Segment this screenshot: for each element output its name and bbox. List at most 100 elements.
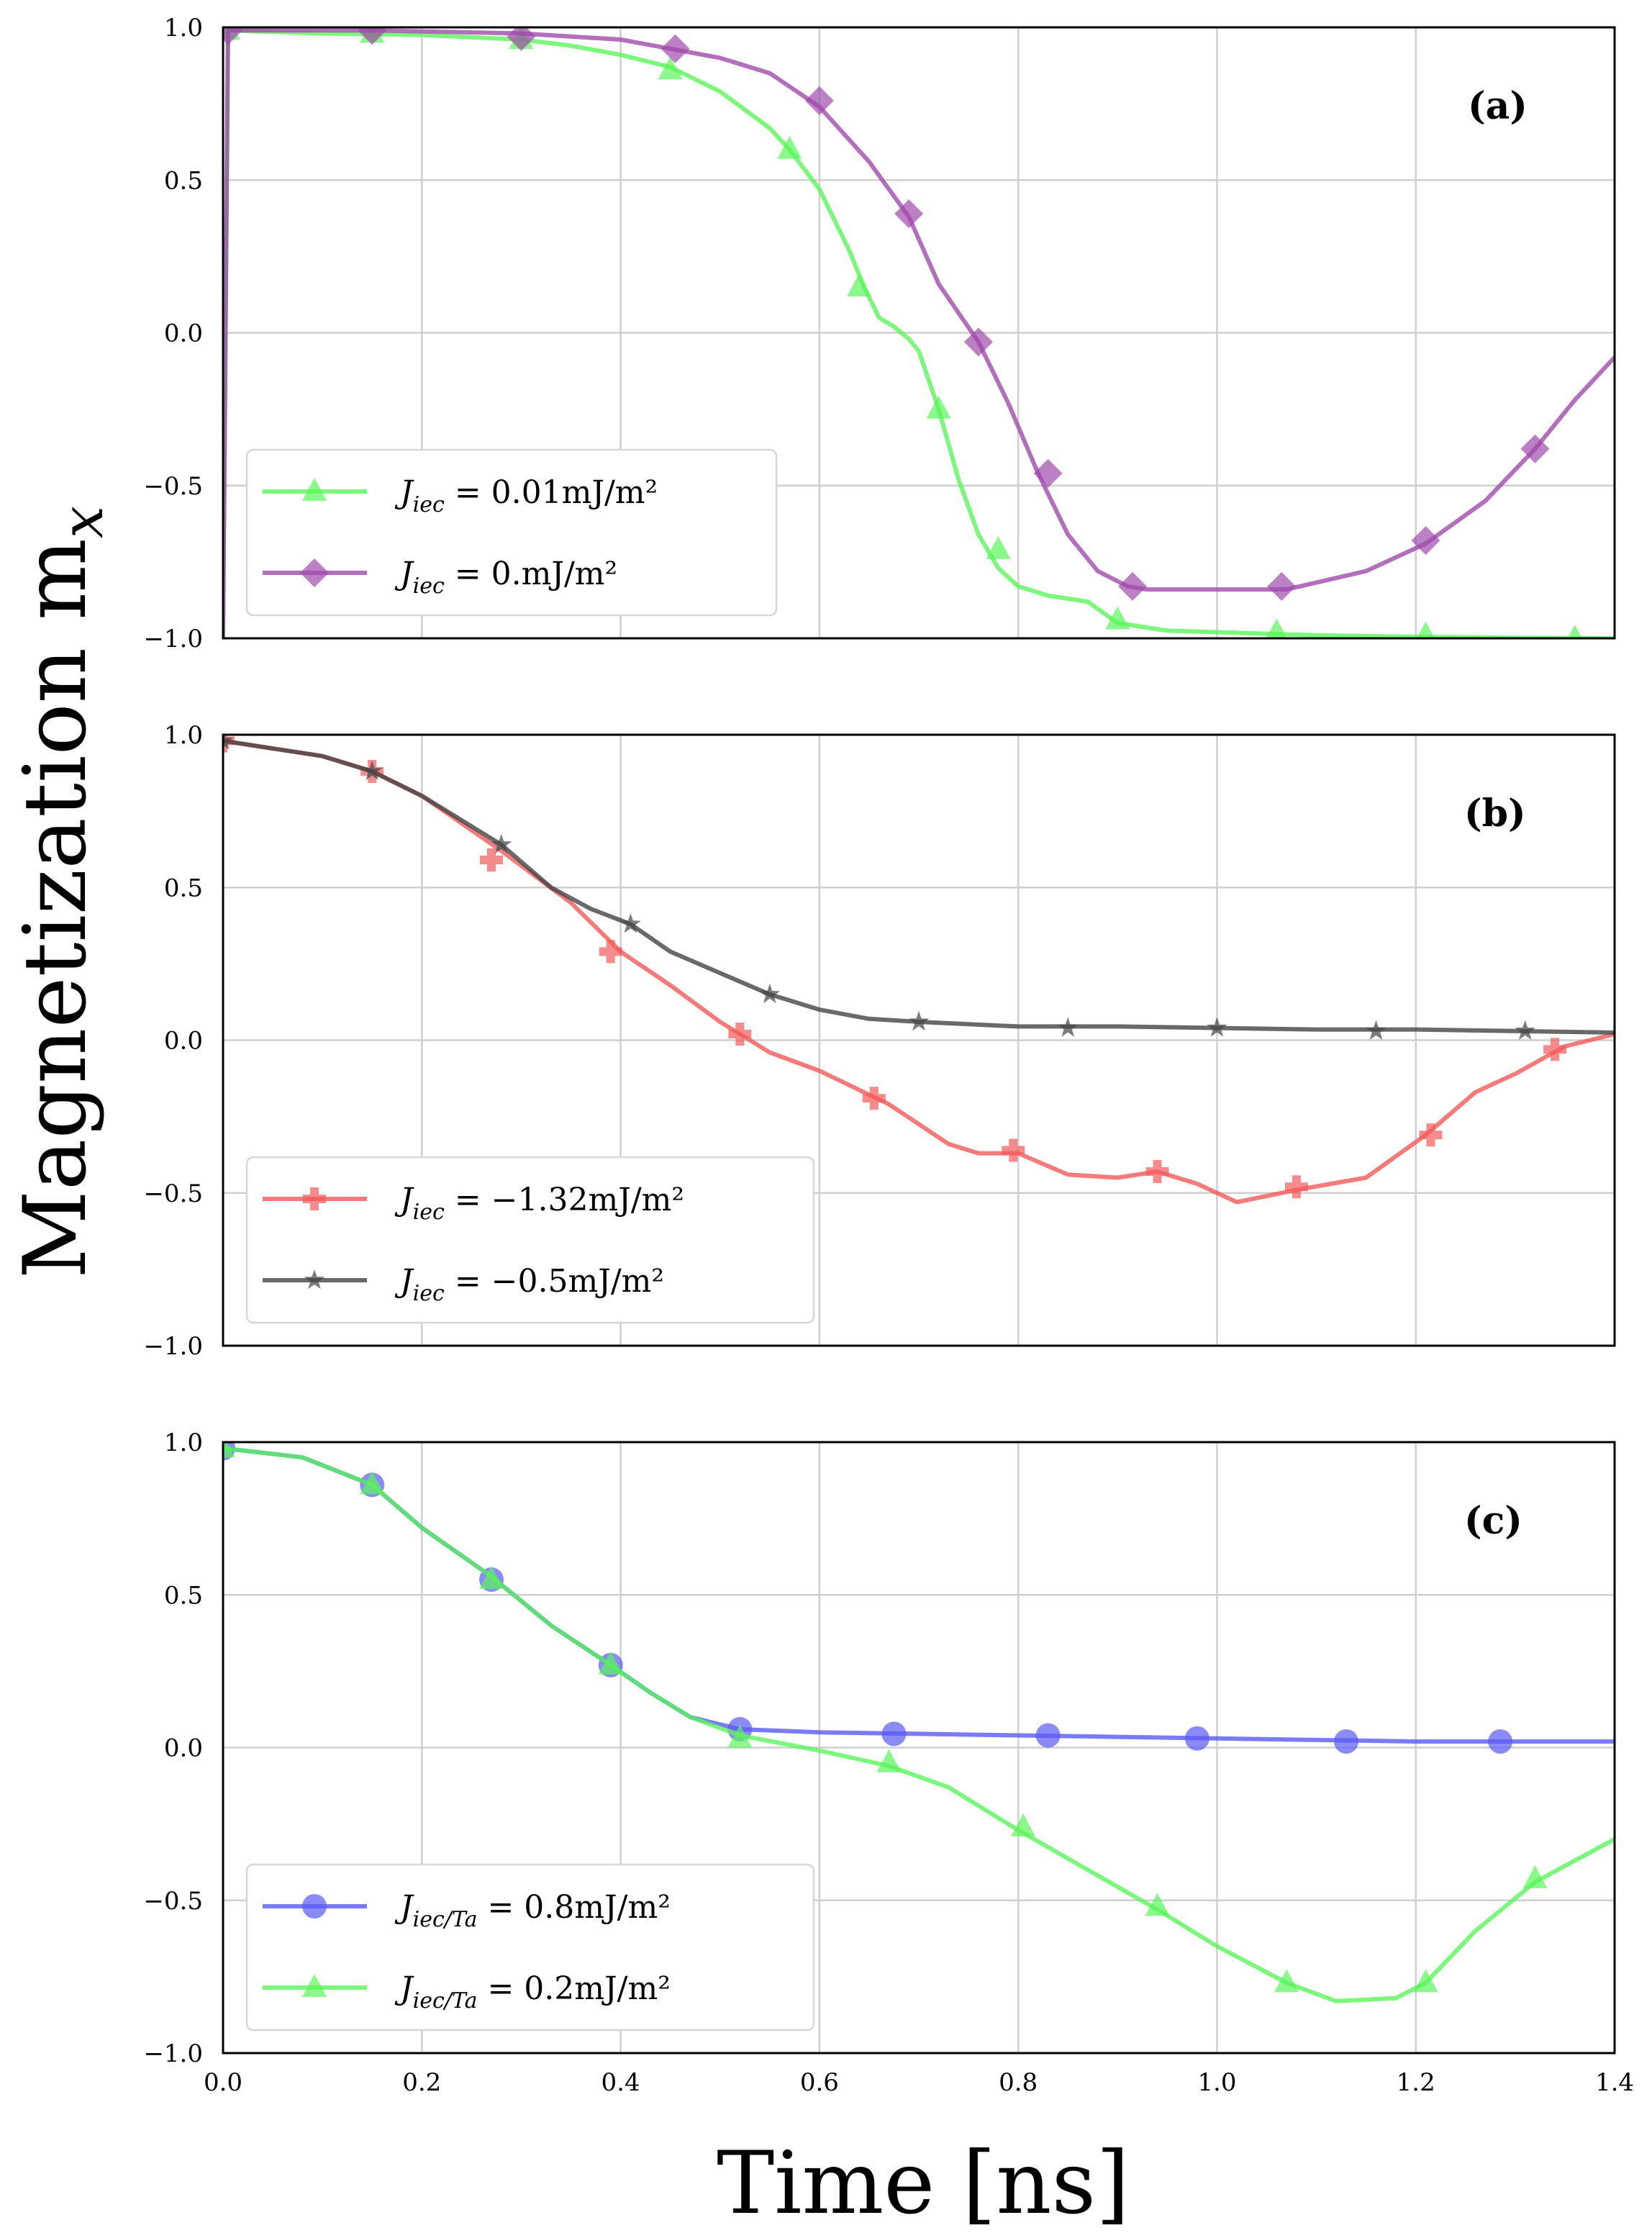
- y-tick-label: −1.0: [143, 2039, 203, 2068]
- legend-plus-marker: [303, 1187, 326, 1210]
- y-tick-label: 1.0: [164, 1428, 203, 1457]
- panel-a: −1.0 −0.5 0.0 0.5 1.0 (a) Jiec = 0.01mJ/m² Jiec…: [143, 14, 1616, 653]
- series-line: [223, 28, 1615, 638]
- diamond-marker: [1033, 458, 1063, 488]
- diamond-marker: [1118, 571, 1148, 601]
- y-axis-title: Magnetization mx: [6, 506, 116, 1279]
- y-tick-label: −0.5: [143, 1179, 203, 1208]
- plot-frame: [222, 733, 1616, 1347]
- panel-label: (b): [1464, 792, 1526, 835]
- panel-label: (a): [1468, 84, 1528, 128]
- x-tick-label: 0.4: [602, 2068, 640, 2097]
- y-tick-label: −0.5: [143, 472, 203, 501]
- triangle-marker: [360, 1471, 385, 1495]
- triangle-marker: [1567, 625, 1582, 638]
- legend-label: Jiec = 0.mJ/m²: [394, 556, 617, 599]
- diamond-marker: [894, 199, 924, 228]
- triangle-marker: [1417, 621, 1435, 638]
- triangle-marker: [658, 56, 683, 80]
- plus-marker: [728, 1023, 752, 1046]
- diamond-marker: [1411, 526, 1440, 556]
- triangle-marker: [1145, 1893, 1170, 1916]
- panel-c: 0.0 0.2 0.4 0.6 0.8 1.0 1.2 1.4 −1.0 −0.5 0.0 0.5 1.…: [143, 1428, 1634, 2097]
- star-marker: [1515, 1020, 1535, 1040]
- x-tick-label: 1.4: [1595, 2068, 1634, 2097]
- circle-marker: [881, 1721, 907, 1747]
- diamond-marker: [507, 27, 536, 51]
- diamond-marker: [963, 327, 993, 357]
- y-tick-label: 0.0: [164, 1734, 203, 1763]
- legend-label: Jiec = −1.32mJ/m²: [394, 1182, 684, 1225]
- star-marker: [223, 735, 234, 750]
- x-tick-label: 0.2: [402, 2068, 441, 2097]
- legend-triangle-marker: [302, 1974, 327, 1997]
- triangle-marker: [598, 1651, 623, 1675]
- plus-marker: [1543, 1038, 1567, 1061]
- y-tick-label: 0.5: [164, 166, 203, 195]
- y-tick-label: 0.0: [164, 320, 203, 348]
- triangle-marker: [223, 1442, 235, 1458]
- plus-marker: [1419, 1123, 1443, 1147]
- plus-marker: [599, 940, 622, 964]
- circle-marker: [1184, 1726, 1210, 1751]
- plus-marker: [479, 848, 503, 872]
- x-tick-label: 0.6: [800, 2068, 839, 2097]
- y-tick-label: −1.0: [143, 1332, 203, 1361]
- plot-frame: [222, 1441, 1616, 2055]
- triangle-marker: [727, 1724, 753, 1748]
- y-axis-title-subscript: x: [49, 506, 116, 538]
- star-marker: [1057, 1017, 1079, 1037]
- triangle-marker: [1274, 1969, 1299, 1993]
- triangle-marker: [986, 535, 1011, 559]
- star-marker: [759, 983, 781, 1003]
- star-marker: [620, 913, 641, 933]
- triangle-marker: [1522, 1865, 1548, 1889]
- y-tick-label: 1.0: [164, 14, 203, 42]
- y-tick-label: −1.0: [143, 625, 203, 653]
- legend-triangle-marker: [302, 478, 327, 501]
- diamond-marker: [661, 34, 690, 63]
- legend: [245, 1863, 815, 2032]
- triangle-marker: [478, 1566, 504, 1590]
- circle-marker: [1035, 1723, 1061, 1748]
- y-tick-label: 0.5: [164, 1581, 203, 1610]
- x-axis-title: Time [ns]: [717, 2134, 1130, 2233]
- legend: [245, 448, 778, 617]
- legend-diamond-marker: [300, 558, 329, 587]
- plus-marker: [1284, 1175, 1308, 1199]
- y-tick-label: 1.0: [164, 721, 203, 750]
- triangle-marker: [1413, 1969, 1438, 1993]
- y-tick-label: −0.5: [143, 1887, 203, 1916]
- legend-label: Jiec = 0.01mJ/m²: [394, 474, 658, 517]
- triangle-marker: [1266, 618, 1287, 638]
- star-marker: [361, 760, 383, 781]
- triangle-marker: [777, 135, 802, 159]
- legend-label: Jiec/Ta = 0.2mJ/m²: [394, 1970, 671, 2014]
- x-tick-label: 0.0: [204, 2068, 242, 2097]
- circle-marker: [1488, 1729, 1513, 1754]
- y-tick-label: 0.0: [164, 1027, 203, 1056]
- plot-frame: [222, 26, 1616, 640]
- plus-marker: [1002, 1138, 1025, 1162]
- star-marker: [908, 1011, 930, 1031]
- diamond-marker: [358, 27, 387, 45]
- triangle-marker: [926, 395, 951, 419]
- series-line: [223, 28, 1615, 638]
- series-2: [223, 735, 1615, 1040]
- series-2: [223, 27, 1615, 638]
- x-tick-label: 0.8: [999, 2068, 1038, 2097]
- legend-star-marker: [304, 1269, 325, 1290]
- legend-circle-marker: [302, 1894, 327, 1919]
- series-line: [223, 1446, 1615, 2003]
- y-tick-label: 0.5: [164, 874, 203, 902]
- plus-marker: [1145, 1160, 1169, 1184]
- circle-marker: [1334, 1729, 1359, 1754]
- panel-b: −1.0−0.50.00.51.0(b)Jiec = −1.32mJ/m²Jie…: [143, 721, 1616, 1361]
- series-line: [223, 738, 1615, 1205]
- diamond-marker: [223, 27, 242, 45]
- star-marker: [1366, 1020, 1386, 1040]
- triangle-marker: [1011, 1813, 1036, 1836]
- diamond-marker: [1520, 434, 1550, 463]
- legend: [245, 1156, 815, 1324]
